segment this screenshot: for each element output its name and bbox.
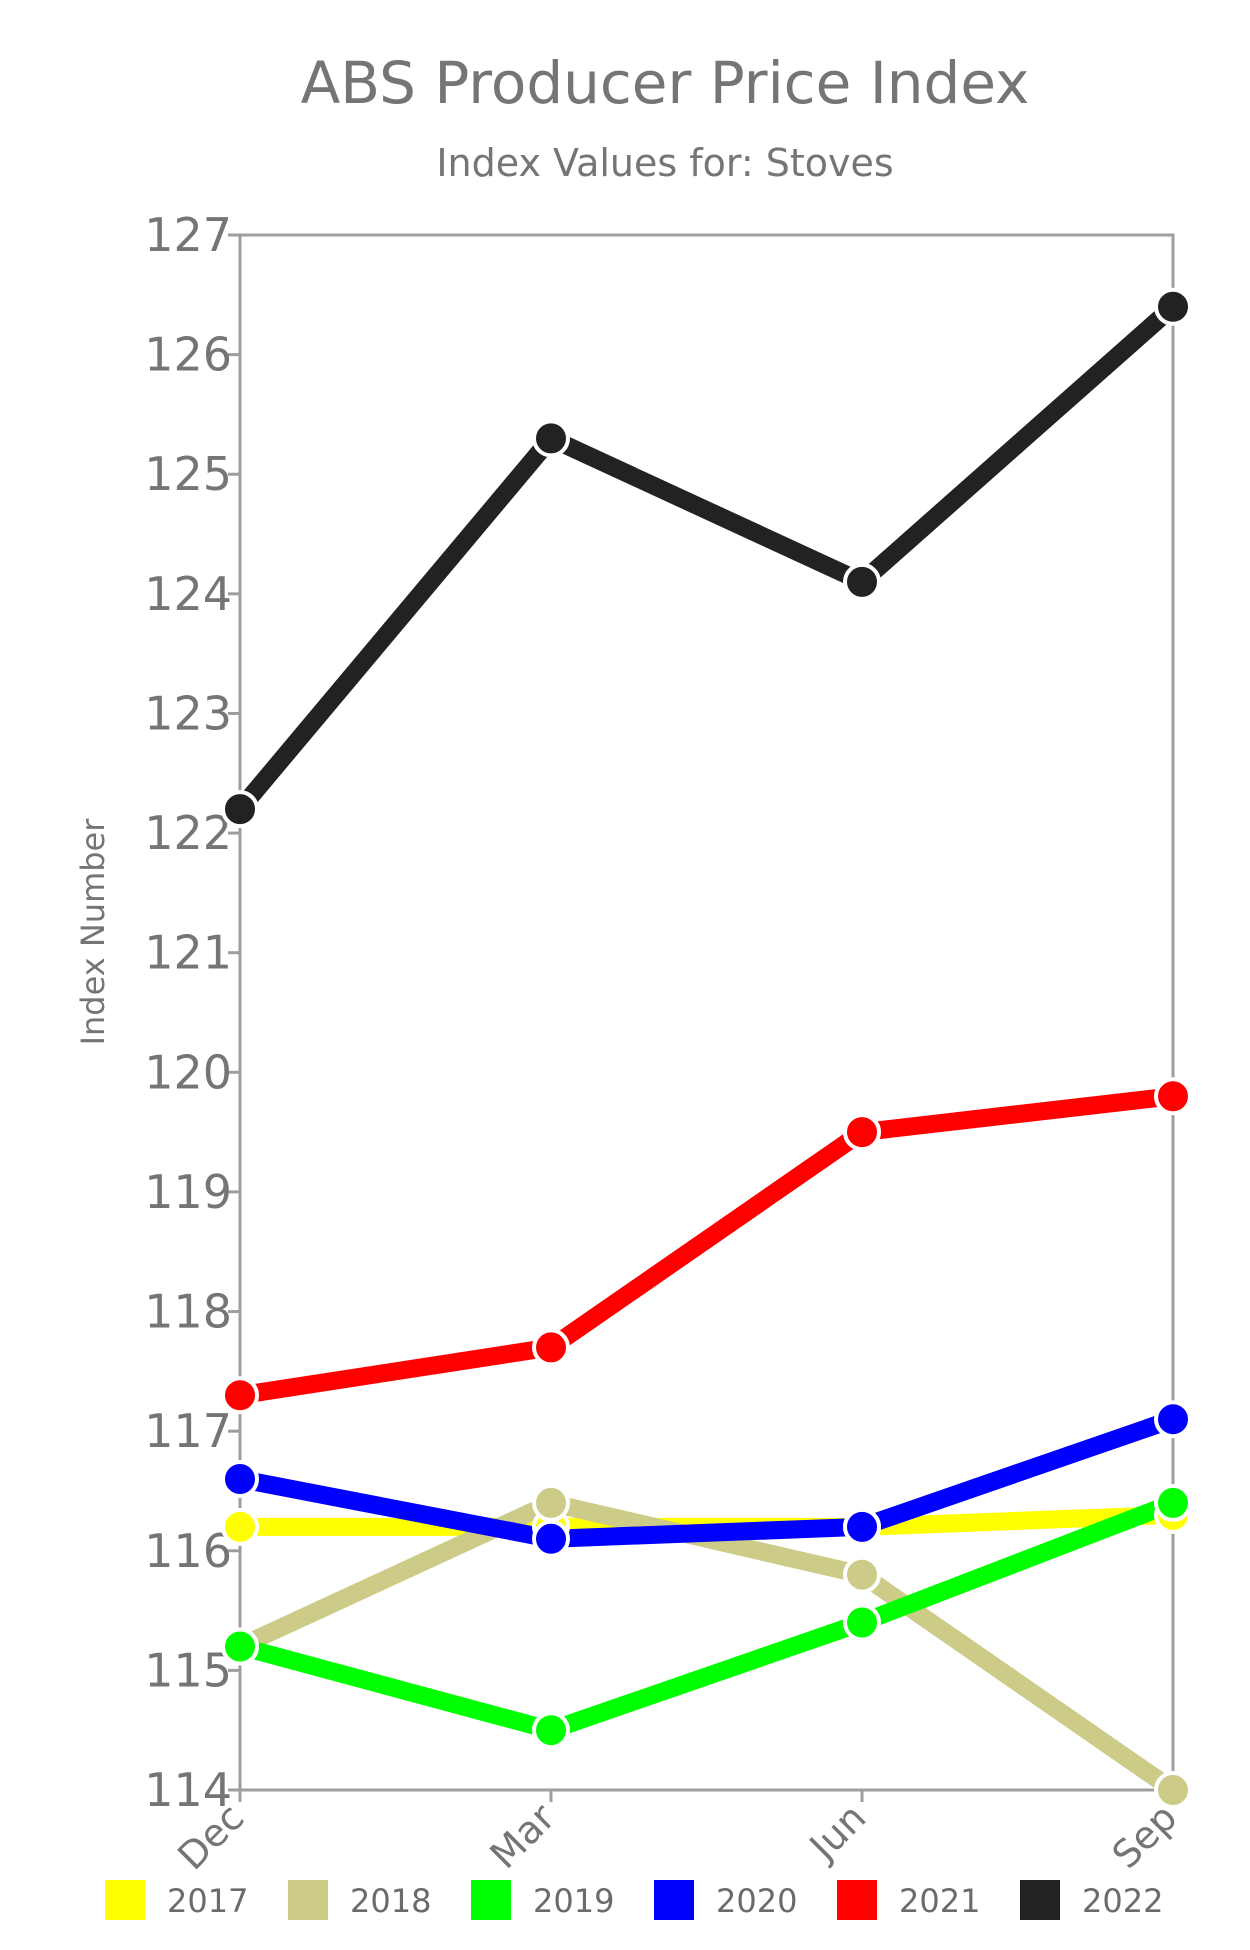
data-point-2018: [843, 1555, 881, 1594]
data-point-2020: [532, 1519, 570, 1558]
x-tick-label: Jun: [800, 1795, 875, 1870]
y-tick-label: 117: [144, 1404, 232, 1458]
y-tick-label: 118: [144, 1285, 232, 1339]
legend-swatch-2020: [654, 1880, 694, 1920]
chart-subtitle: Index Values for: Stoves: [436, 141, 893, 185]
legend-swatch-2018: [288, 1880, 328, 1920]
y-tick-label: 116: [144, 1524, 232, 1578]
data-point-2021: [1154, 1077, 1192, 1116]
y-tick-label: 124: [144, 567, 232, 621]
legend-label: 2020: [716, 1882, 797, 1920]
data-point-2018: [532, 1483, 570, 1522]
series-points: [221, 287, 1192, 1809]
x-axis: Dec Mar Jun Sep: [169, 1790, 1185, 1878]
data-point-2019: [843, 1603, 881, 1642]
y-axis-label: Index Number: [74, 818, 112, 1046]
y-tick-label: 126: [144, 328, 232, 382]
data-point-2021: [532, 1328, 570, 1367]
y-tick-label: 114: [144, 1763, 232, 1817]
series-line-2018: [236, 1493, 1179, 1798]
data-point-2020: [221, 1460, 259, 1498]
data-point-2017: [221, 1507, 259, 1546]
data-point-2021: [843, 1113, 881, 1152]
legend-swatch-2017: [105, 1880, 145, 1920]
legend-label: 2022: [1082, 1882, 1163, 1920]
y-tick-label: 115: [144, 1643, 232, 1697]
y-tick-label: 119: [144, 1165, 232, 1219]
y-tick-label: 123: [144, 686, 232, 740]
legend-label: 2019: [533, 1882, 614, 1920]
legend-label: 2017: [167, 1882, 248, 1920]
y-tick-label: 122: [144, 806, 232, 860]
legend-swatch-2021: [837, 1880, 877, 1920]
data-point-2021: [221, 1376, 259, 1415]
legend-swatch-2019: [471, 1880, 511, 1920]
chart-title: ABS Producer Price Index: [301, 49, 1030, 117]
legend-swatch-2022: [1020, 1880, 1060, 1920]
data-point-2020: [843, 1507, 881, 1546]
series-line-2021: [238, 1087, 1175, 1405]
series-line-2022: [233, 300, 1179, 815]
data-point-2020: [1154, 1400, 1192, 1439]
y-axis: 114 115 116 117 118 119 120 121 122 123 124 125 126 1…: [144, 208, 240, 1817]
data-point-2022: [532, 419, 570, 458]
legend: 2017 2018 2019 2020 2021 2022: [105, 1880, 1163, 1920]
plot-frame: [238, 233, 1175, 1792]
x-tick-label: Mar: [482, 1795, 564, 1877]
legend-label: 2018: [350, 1882, 431, 1920]
data-point-2019: [221, 1627, 259, 1666]
data-point-2022: [843, 562, 881, 601]
y-tick-label: 121: [144, 926, 232, 980]
data-point-2022: [221, 790, 259, 829]
data-point-2019: [1154, 1483, 1192, 1522]
data-point-2019: [532, 1711, 570, 1750]
legend-label: 2021: [899, 1882, 980, 1920]
y-tick-label: 127: [144, 208, 232, 262]
y-tick-label: 120: [144, 1045, 232, 1099]
series-lines: [233, 300, 1179, 1798]
y-tick-label: 125: [144, 447, 232, 501]
series-line-2019: [237, 1494, 1177, 1740]
data-point-2018: [1154, 1771, 1192, 1809]
series-line-2020: [238, 1410, 1176, 1548]
data-point-2022: [1154, 287, 1192, 326]
